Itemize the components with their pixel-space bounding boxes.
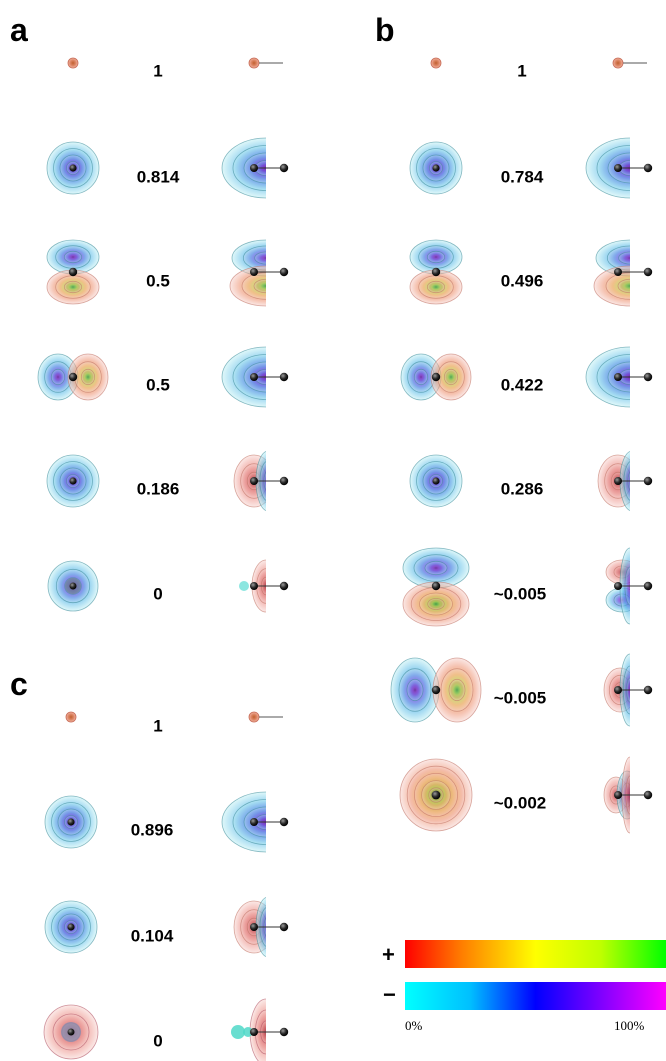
colorbar-min-label: 0%: [405, 1018, 423, 1033]
orbital-b-7-left: [390, 657, 482, 723]
orbital-b-8-right: [603, 756, 653, 834]
orbital-a-3-left: [46, 239, 100, 305]
orbital-b-2-right: [585, 137, 653, 199]
orbital-c-3-left: [44, 900, 98, 954]
orbital-b-5-left: [409, 454, 463, 508]
colorbar-plus-label: +: [382, 942, 395, 967]
orbital-a-4-right: [221, 346, 289, 408]
orbital-a-3-right: [229, 239, 289, 307]
occupation-a-1: 1: [153, 61, 163, 81]
occupation-b-6: ~0.005: [493, 584, 547, 604]
orbital-a-6-right: [239, 559, 289, 613]
panel-label-c: c: [10, 666, 28, 702]
orbital-a-1-left: [67, 57, 79, 69]
orbital-c-3-right: [233, 896, 289, 958]
orbital-c-4-right: [231, 998, 289, 1061]
panel-label-a: a: [10, 12, 28, 48]
occupation-b-7: ~0.005: [493, 688, 547, 708]
orbital-a-5-left: [46, 454, 100, 508]
occupation-c-3: 0.104: [130, 926, 174, 946]
occupation-c-2: 0.896: [130, 820, 174, 840]
occupation-c-4: 0: [153, 1031, 163, 1051]
orbital-b-1-right: [612, 57, 647, 69]
orbital-c-4-left: [43, 1004, 99, 1060]
orbital-b-7-right: [603, 653, 653, 727]
orbital-a-4-left: [37, 353, 109, 401]
orbital-b-4-right: [585, 346, 653, 408]
orbital-a-2-left: [46, 141, 100, 195]
occupation-c-1: 1: [153, 716, 163, 736]
colorbar-negative: [405, 982, 666, 1010]
colorbar-max-label: 100%: [614, 1018, 645, 1033]
colorbar-positive: [405, 940, 666, 968]
occupation-a-4: 0.5: [146, 375, 170, 395]
orbital-c-1-left: [65, 711, 77, 723]
occupation-b-2: 0.784: [500, 167, 544, 187]
orbital-a-5-right: [233, 450, 289, 512]
occupation-b-4: 0.422: [500, 375, 544, 395]
panel-label-b: b: [375, 12, 395, 48]
orbital-a-1-right: [248, 57, 283, 69]
occupation-a-6: 0: [153, 584, 163, 604]
colorbar-minus-label: −: [383, 982, 396, 1007]
occupation-b-8: ~0.002: [493, 793, 547, 813]
orbital-c-2-right: [221, 791, 289, 853]
occupation-a-2: 0.814: [136, 167, 180, 187]
orbital-b-1-left: [430, 57, 442, 69]
orbital-b-4-left: [400, 353, 472, 401]
orbital-b-3-right: [593, 239, 653, 307]
orbital-b-6-left: [402, 547, 470, 627]
orbital-c-2-left: [44, 795, 98, 849]
orbital-c-1-right: [248, 711, 283, 723]
occupation-b-3: 0.496: [500, 271, 544, 291]
orbital-a-6-left: [47, 560, 99, 612]
orbital-a-2-right: [221, 137, 289, 199]
orbital-b-5-right: [597, 450, 653, 512]
occupation-b-5: 0.286: [500, 479, 544, 499]
orbital-b-6-right: [605, 547, 653, 625]
occupation-a-3: 0.5: [146, 271, 170, 291]
orbital-b-2-left: [409, 141, 463, 195]
occupation-b-1: 1: [517, 61, 527, 81]
orbital-b-3-left: [409, 239, 463, 305]
orbital-b-8-left: [399, 758, 473, 832]
occupation-a-5: 0.186: [136, 479, 180, 499]
